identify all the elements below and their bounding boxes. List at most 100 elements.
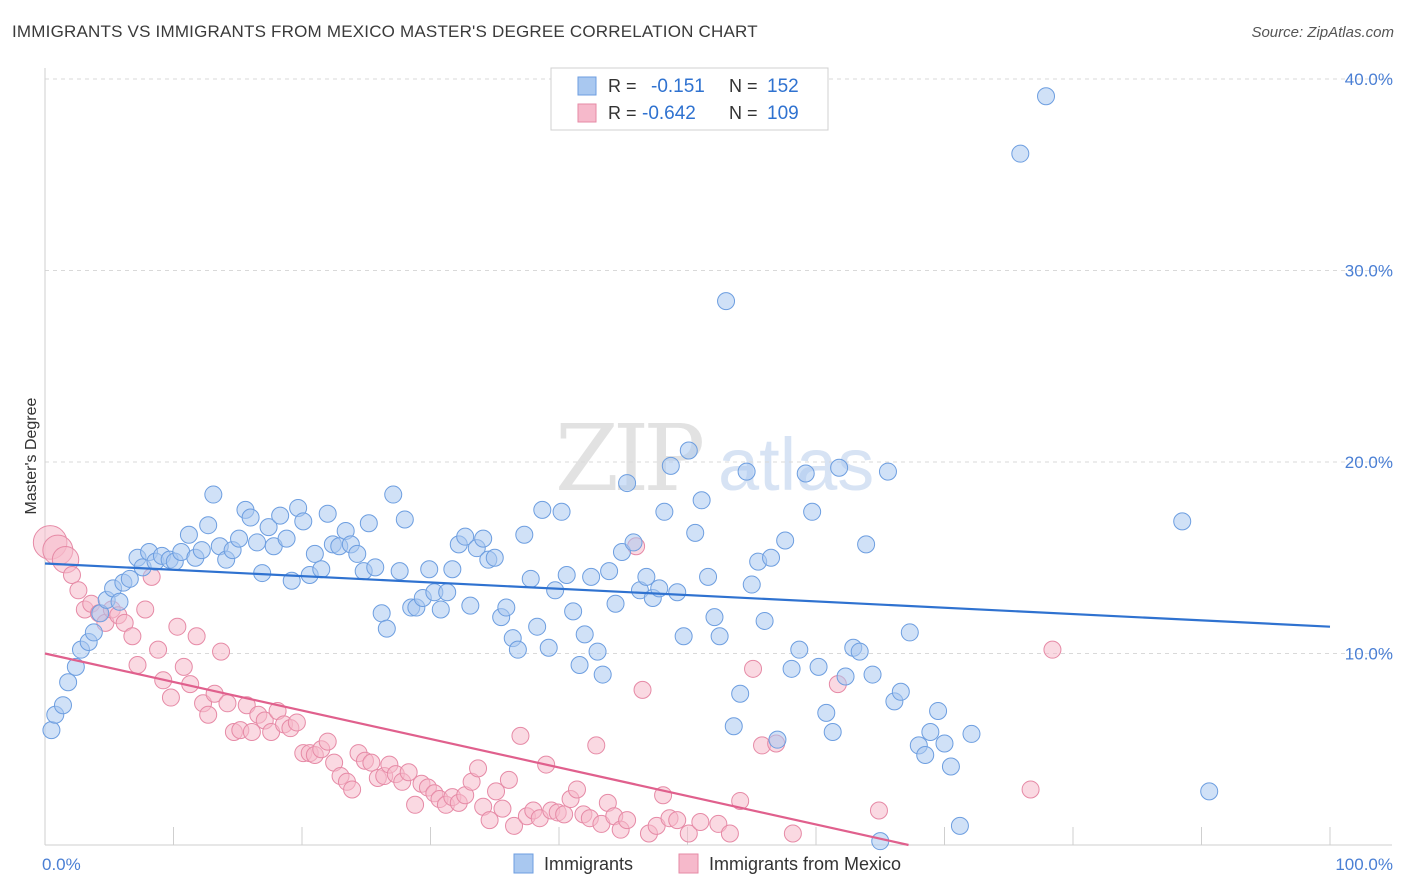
- immigrants-point: [552, 502, 571, 521]
- immigrants-point: [588, 642, 607, 661]
- series-legend: Immigrants Immigrants from Mexico: [513, 853, 901, 874]
- mexico-point: [161, 688, 180, 707]
- mexico-point: [511, 726, 530, 745]
- mexico-point: [691, 813, 710, 832]
- immigrants-point: [305, 544, 324, 563]
- source-credit: Source: ZipAtlas.com: [1251, 24, 1394, 41]
- mexico-point: [115, 613, 134, 632]
- immigrants-point: [857, 535, 876, 554]
- legend-swatch-blue: [577, 76, 597, 96]
- legend-n-value-blue: 152: [767, 76, 799, 97]
- mexico-point: [480, 811, 499, 830]
- mexico-point: [744, 659, 763, 678]
- immigrants-point: [241, 508, 260, 527]
- immigrants-point: [521, 569, 540, 588]
- mexico-point: [62, 565, 81, 584]
- immigrants-point: [84, 623, 103, 642]
- y-tick-label: 20.0%: [1345, 453, 1393, 472]
- mexico-point: [242, 723, 261, 742]
- watermark-zip: ZIP: [555, 405, 702, 512]
- immigrants-point: [312, 560, 331, 579]
- immigrants-point: [593, 665, 612, 684]
- mexico-point: [136, 600, 155, 619]
- immigrants-point: [916, 745, 935, 764]
- immigrants-point: [692, 491, 711, 510]
- immigrants-point: [891, 682, 910, 701]
- immigrants-point: [1037, 87, 1056, 106]
- immigrants-point: [962, 724, 981, 743]
- mexico-point: [499, 770, 518, 789]
- legend-bottom-swatch-pink: [678, 853, 699, 874]
- mexico-point: [720, 824, 739, 843]
- gridlines: [45, 78, 1392, 654]
- immigrants-point: [618, 474, 637, 493]
- immigrants-point: [192, 541, 211, 560]
- mexico-point: [709, 814, 728, 833]
- immigrants-points: [42, 87, 1219, 851]
- legend-n-value-pink: 109: [767, 103, 799, 124]
- immigrants-point: [474, 529, 493, 548]
- immigrants-point: [686, 523, 705, 542]
- immigrants-point: [485, 548, 504, 567]
- immigrants-point: [199, 516, 218, 535]
- mexico-point: [1021, 780, 1040, 799]
- immigrants-point: [830, 458, 849, 477]
- immigrants-point: [59, 673, 78, 692]
- immigrants-point: [737, 462, 756, 481]
- immigrants-point: [377, 619, 396, 638]
- legend-n-label-pink: N =: [729, 103, 758, 123]
- immigrants-point: [443, 560, 462, 579]
- immigrants-point: [674, 627, 693, 646]
- immigrants-point: [575, 625, 594, 644]
- immigrants-point: [1011, 144, 1030, 163]
- mexico-point: [487, 782, 506, 801]
- immigrants-point: [776, 531, 795, 550]
- immigrants-point: [762, 548, 781, 567]
- mexico-point: [168, 617, 187, 636]
- immigrants-point: [637, 567, 656, 586]
- immigrants-point: [390, 562, 409, 581]
- mexico-point: [128, 655, 147, 674]
- immigrants-point: [661, 456, 680, 475]
- y-tick-label: 30.0%: [1345, 262, 1393, 281]
- immigrants-point: [1173, 512, 1192, 531]
- immigrants-point: [348, 544, 367, 563]
- mexico-point: [362, 753, 381, 772]
- immigrants-point: [456, 527, 475, 546]
- immigrants-point: [461, 596, 480, 615]
- mexico-point: [618, 811, 637, 830]
- mexico-point: [199, 705, 218, 724]
- immigrants-point: [921, 723, 940, 742]
- immigrants-point: [66, 657, 85, 676]
- mexico-point: [187, 627, 206, 646]
- immigrants-point: [606, 594, 625, 613]
- mexico-point: [399, 763, 418, 782]
- immigrants-point: [271, 506, 290, 525]
- immigrants-point: [366, 558, 385, 577]
- immigrants-point: [900, 623, 919, 642]
- legend-box: [550, 67, 829, 131]
- legend-r-label-blue: R =: [608, 76, 637, 96]
- mexico-point: [406, 795, 425, 814]
- mexico-point: [149, 640, 168, 659]
- immigrants-point: [1200, 782, 1219, 801]
- mexico-point: [318, 732, 337, 751]
- immigrants-point: [710, 627, 729, 646]
- legend-bottom-label-mexico: Immigrants from Mexico: [709, 854, 901, 874]
- immigrants-point: [935, 734, 954, 753]
- mexico-point: [287, 713, 306, 732]
- immigrants-point: [941, 757, 960, 776]
- mexico-point: [69, 581, 88, 600]
- immigrants-point: [717, 292, 736, 311]
- immigrants-point: [204, 485, 223, 504]
- immigrants-point: [950, 816, 969, 835]
- immigrants-point: [782, 659, 801, 678]
- chart-title: IMMIGRANTS VS IMMIGRANTS FROM MEXICO MAS…: [12, 22, 758, 41]
- immigrants-point: [679, 441, 698, 460]
- mexico-point: [237, 696, 256, 715]
- immigrants-point: [878, 462, 897, 481]
- mexico-point: [668, 811, 687, 830]
- legend-bottom-label-immigrants: Immigrants: [544, 854, 633, 874]
- immigrants-point: [823, 723, 842, 742]
